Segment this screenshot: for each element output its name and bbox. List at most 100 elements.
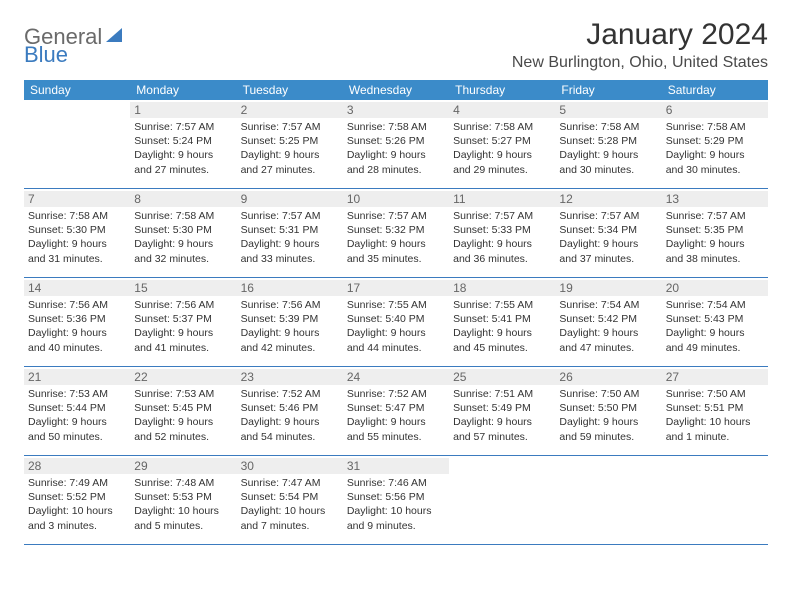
daylight: Daylight: 9 hours and 52 minutes. — [134, 415, 232, 443]
daylight: Daylight: 9 hours and 27 minutes. — [134, 148, 232, 176]
daylight: Daylight: 9 hours and 41 minutes. — [134, 326, 232, 354]
sunset: Sunset: 5:53 PM — [134, 490, 232, 504]
day-info: Sunrise: 7:52 AMSunset: 5:46 PMDaylight:… — [241, 387, 339, 444]
day-cell: 18 Sunrise: 7:55 AMSunset: 5:41 PMDayligh… — [449, 278, 555, 366]
daylight: Daylight: 9 hours and 33 minutes. — [241, 237, 339, 265]
daylight: Daylight: 9 hours and 36 minutes. — [453, 237, 551, 265]
day-cell: 8Sunrise: 7:58 AMSunset: 5:30 PMDaylight… — [130, 189, 236, 277]
day-number: 2 — [237, 102, 343, 118]
day-info: Sunrise: 7:58 AMSunset: 5:26 PMDaylight:… — [347, 120, 445, 177]
week-row: 1Sunrise: 7:57 AMSunset: 5:24 PMDaylight… — [24, 100, 768, 189]
daylight: Daylight: 9 hours and 59 minutes. — [559, 415, 657, 443]
day-cell: 9Sunrise: 7:57 AMSunset: 5:31 PMDaylight… — [237, 189, 343, 277]
week-row: 14Sunrise: 7:56 AMSunset: 5:36 PMDayligh… — [24, 278, 768, 367]
day-cell: 3 Sunrise: 7:58 AMSunset: 5:26 PMDaylight… — [343, 100, 449, 188]
weeks-container: 1Sunrise: 7:57 AMSunset: 5:24 PMDaylight… — [24, 100, 768, 545]
day-number: 13 — [662, 191, 768, 207]
sunrise: Sunrise: 7:49 AM — [28, 476, 126, 490]
day-cell: 29Sunrise: 7:48 AMSunset: 5:53 PMDayligh… — [130, 456, 236, 544]
sunrise: Sunrise: 7:58 AM — [453, 120, 551, 134]
dayhead-sat: Saturday — [662, 80, 768, 100]
daylight: Daylight: 9 hours and 45 minutes. — [453, 326, 551, 354]
sunset: Sunset: 5:25 PM — [241, 134, 339, 148]
sunrise: Sunrise: 7:53 AM — [28, 387, 126, 401]
sunset: Sunset: 5:51 PM — [666, 401, 764, 415]
sunset: Sunset: 5:49 PM — [453, 401, 551, 415]
sunrise: Sunrise: 7:56 AM — [28, 298, 126, 312]
day-info: Sunrise: 7:53 AMSunset: 5:45 PMDaylight:… — [134, 387, 232, 444]
day-cell: 7Sunrise: 7:58 AMSunset: 5:30 PMDaylight… — [24, 189, 130, 277]
sunrise: Sunrise: 7:47 AM — [241, 476, 339, 490]
day-number: 7 — [24, 191, 130, 207]
day-number: 29 — [130, 458, 236, 474]
dayhead-mon: Monday — [130, 80, 236, 100]
dayhead-sun: Sunday — [24, 80, 130, 100]
day-cell: 26Sunrise: 7:50 AMSunset: 5:50 PMDayligh… — [555, 367, 661, 455]
day-number: 18 — [449, 280, 555, 296]
daylight: Daylight: 9 hours and 28 minutes. — [347, 148, 445, 176]
sunset: Sunset: 5:41 PM — [453, 312, 551, 326]
day-cell: 21Sunrise: 7:53 AMSunset: 5:44 PMDayligh… — [24, 367, 130, 455]
day-number: 21 — [24, 369, 130, 385]
day-cell: 19Sunrise: 7:54 AMSunset: 5:42 PMDayligh… — [555, 278, 661, 366]
day-info: Sunrise: 7:57 AMSunset: 5:25 PMDaylight:… — [241, 120, 339, 177]
daylight: Daylight: 9 hours and 31 minutes. — [28, 237, 126, 265]
month-title: January 2024 — [512, 18, 768, 52]
dayhead-tue: Tuesday — [237, 80, 343, 100]
day-info: Sunrise: 7:58 AMSunset: 5:28 PMDaylight:… — [559, 120, 657, 177]
day-info: Sunrise: 7:47 AMSunset: 5:54 PMDaylight:… — [241, 476, 339, 533]
week-row: 28 Sunrise: 7:49 AMSunset: 5:52 PMDayligh… — [24, 456, 768, 545]
header: General January 2024 New Burlington, Ohi… — [24, 18, 768, 72]
day-info: Sunrise: 7:58 AMSunset: 5:29 PMDaylight:… — [666, 120, 764, 177]
sunset: Sunset: 5:46 PM — [241, 401, 339, 415]
day-cell: 13Sunrise: 7:57 AMSunset: 5:35 PMDayligh… — [662, 189, 768, 277]
sunset: Sunset: 5:45 PM — [134, 401, 232, 415]
sunrise: Sunrise: 7:48 AM — [134, 476, 232, 490]
daylight: Daylight: 9 hours and 42 minutes. — [241, 326, 339, 354]
sunrise: Sunrise: 7:57 AM — [666, 209, 764, 223]
daylight: Daylight: 9 hours and 57 minutes. — [453, 415, 551, 443]
day-number: 10 — [343, 191, 449, 207]
daylight: Daylight: 9 hours and 55 minutes. — [347, 415, 445, 443]
week-row: 21Sunrise: 7:53 AMSunset: 5:44 PMDayligh… — [24, 367, 768, 456]
daylight: Daylight: 9 hours and 37 minutes. — [559, 237, 657, 265]
sunset: Sunset: 5:29 PM — [666, 134, 764, 148]
sunset: Sunset: 5:52 PM — [28, 490, 126, 504]
day-info: Sunrise: 7:56 AMSunset: 5:39 PMDaylight:… — [241, 298, 339, 355]
day-cell — [449, 456, 555, 544]
day-info: Sunrise: 7:58 AMSunset: 5:27 PMDaylight:… — [453, 120, 551, 177]
day-number: 11 — [449, 191, 555, 207]
day-number: 24 — [343, 369, 449, 385]
sunrise: Sunrise: 7:50 AM — [666, 387, 764, 401]
day-number: 25 — [449, 369, 555, 385]
daylight: Daylight: 9 hours and 40 minutes. — [28, 326, 126, 354]
sunrise: Sunrise: 7:55 AM — [453, 298, 551, 312]
day-number: 31 — [343, 458, 449, 474]
sunrise: Sunrise: 7:54 AM — [666, 298, 764, 312]
day-cell: 10Sunrise: 7:57 AMSunset: 5:32 PMDayligh… — [343, 189, 449, 277]
day-info: Sunrise: 7:50 AMSunset: 5:51 PMDaylight:… — [666, 387, 764, 444]
day-number: 3 — [343, 102, 449, 118]
day-cell: 4Sunrise: 7:58 AMSunset: 5:27 PMDaylight… — [449, 100, 555, 188]
day-cell: 30Sunrise: 7:47 AMSunset: 5:54 PMDayligh… — [237, 456, 343, 544]
day-number: 15 — [130, 280, 236, 296]
day-number: 28 — [24, 458, 130, 474]
day-cell: 16Sunrise: 7:56 AMSunset: 5:39 PMDayligh… — [237, 278, 343, 366]
day-info: Sunrise: 7:57 AMSunset: 5:31 PMDaylight:… — [241, 209, 339, 266]
day-cell: 20Sunrise: 7:54 AMSunset: 5:43 PMDayligh… — [662, 278, 768, 366]
sunrise: Sunrise: 7:57 AM — [134, 120, 232, 134]
sunset: Sunset: 5:27 PM — [453, 134, 551, 148]
sunset: Sunset: 5:54 PM — [241, 490, 339, 504]
day-cell — [662, 456, 768, 544]
daylight: Daylight: 9 hours and 47 minutes. — [559, 326, 657, 354]
daylight: Daylight: 10 hours and 3 minutes. — [28, 504, 126, 532]
sunrise: Sunrise: 7:50 AM — [559, 387, 657, 401]
sunrise: Sunrise: 7:57 AM — [453, 209, 551, 223]
day-number: 23 — [237, 369, 343, 385]
logo-text-blue: Blue — [24, 42, 68, 67]
sunset: Sunset: 5:33 PM — [453, 223, 551, 237]
daylight: Daylight: 9 hours and 38 minutes. — [666, 237, 764, 265]
day-number: 20 — [662, 280, 768, 296]
sunrise: Sunrise: 7:58 AM — [666, 120, 764, 134]
sunset: Sunset: 5:36 PM — [28, 312, 126, 326]
